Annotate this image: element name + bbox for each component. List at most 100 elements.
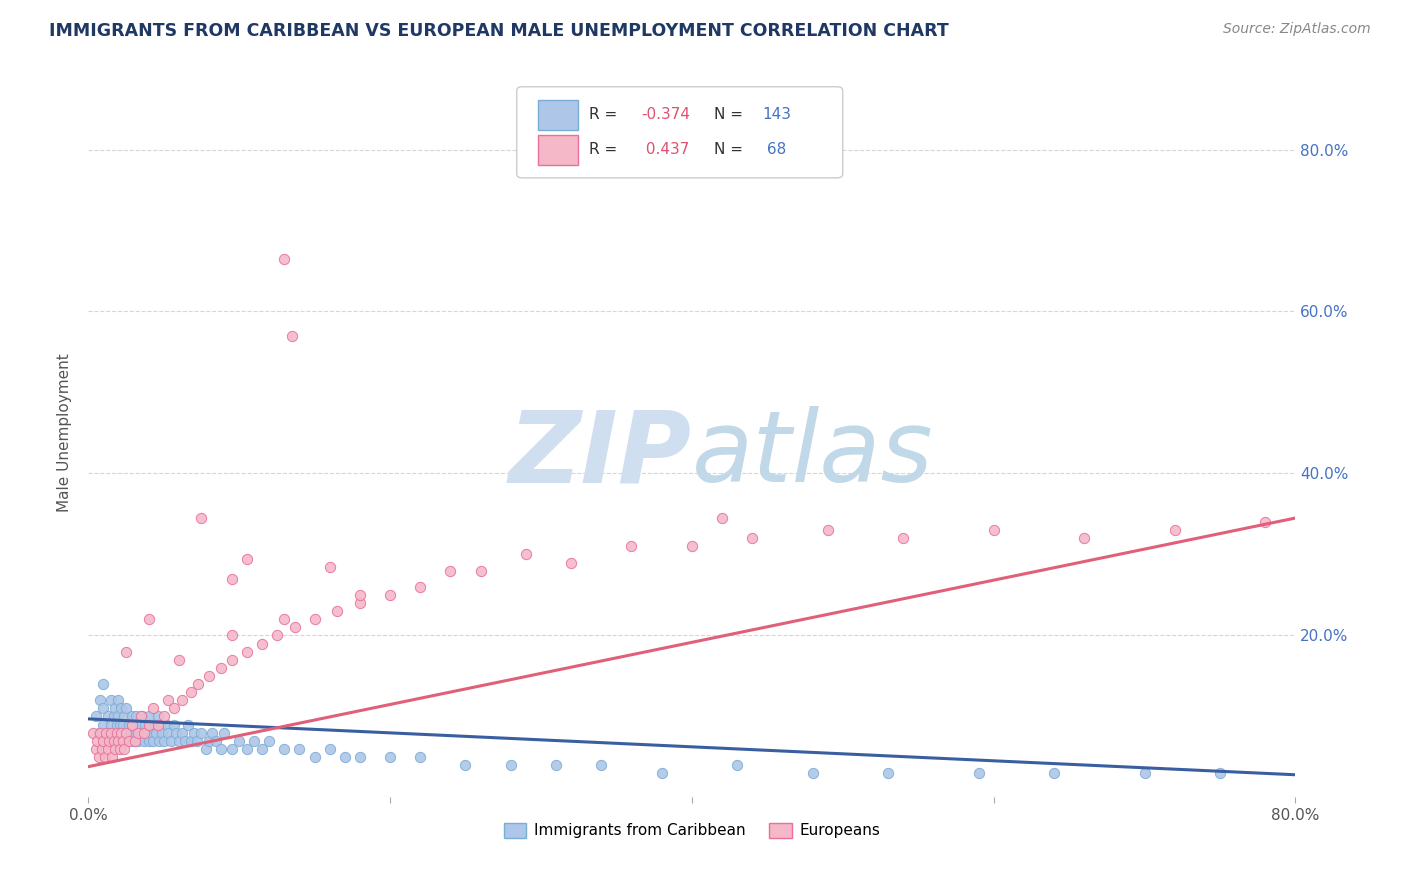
Point [273, 742, 295, 756]
Point [112, 709, 135, 723]
Point [101, 725, 124, 739]
Point [205, 733, 228, 747]
Point [439, 564, 461, 578]
Point [142, 733, 165, 747]
Text: N =: N = [713, 142, 742, 157]
Point [817, 523, 839, 537]
Point [304, 612, 326, 626]
Text: -0.374: -0.374 [641, 107, 690, 122]
Point [250, 742, 273, 756]
Point [84, 709, 107, 723]
FancyBboxPatch shape [538, 135, 578, 166]
Point [163, 701, 186, 715]
Point [235, 645, 257, 659]
Point [499, 758, 522, 772]
Point [515, 548, 537, 562]
Point [877, 766, 900, 780]
Point [1254, 515, 1277, 529]
Text: R =: R = [589, 107, 617, 122]
Point [190, 511, 212, 525]
FancyBboxPatch shape [538, 100, 578, 130]
Point [138, 733, 160, 747]
Point [91, 677, 114, 691]
Point [82, 725, 104, 739]
Point [96, 725, 118, 739]
Point [967, 766, 990, 780]
Point [110, 701, 132, 715]
Point [681, 540, 703, 554]
Point [152, 709, 174, 723]
Point [98, 733, 121, 747]
Point [100, 725, 122, 739]
Point [157, 725, 180, 739]
Point [281, 328, 304, 343]
Point [1043, 766, 1066, 780]
Point [591, 758, 613, 772]
Point [98, 733, 121, 747]
Point [91, 733, 114, 747]
Point [177, 717, 200, 731]
Point [132, 725, 155, 739]
Point [167, 653, 190, 667]
Point [160, 733, 183, 747]
Point [170, 693, 193, 707]
Point [194, 742, 217, 756]
Point [187, 677, 209, 691]
Point [94, 750, 117, 764]
Point [349, 596, 371, 610]
Point [409, 580, 432, 594]
Legend: Immigrants from Caribbean, Europeans: Immigrants from Caribbean, Europeans [498, 817, 886, 845]
Point [134, 717, 156, 731]
Point [152, 733, 174, 747]
Point [115, 725, 138, 739]
Point [108, 733, 131, 747]
Point [409, 750, 432, 764]
Text: 68: 68 [762, 142, 786, 157]
Point [228, 733, 250, 747]
Point [157, 693, 180, 707]
Point [143, 717, 166, 731]
Point [349, 588, 371, 602]
Point [326, 604, 349, 618]
Point [87, 725, 110, 739]
Point [163, 717, 186, 731]
Point [139, 717, 162, 731]
Point [221, 572, 243, 586]
Point [146, 717, 169, 731]
Point [1209, 766, 1232, 780]
Point [89, 725, 111, 739]
Point [304, 750, 326, 764]
Point [148, 733, 170, 747]
Point [105, 725, 128, 739]
Point [110, 725, 132, 739]
Text: R =: R = [589, 142, 617, 157]
Point [118, 717, 141, 731]
Point [273, 252, 295, 266]
Point [100, 717, 122, 731]
Point [1133, 766, 1156, 780]
Point [221, 653, 243, 667]
Point [318, 559, 340, 574]
Point [1164, 523, 1187, 537]
Point [111, 733, 134, 747]
Point [141, 725, 163, 739]
Point [209, 742, 232, 756]
Point [198, 733, 221, 747]
Point [112, 742, 135, 756]
Point [91, 701, 114, 715]
Point [142, 701, 165, 715]
Point [107, 693, 129, 707]
Point [180, 733, 202, 747]
Point [235, 742, 257, 756]
Point [108, 717, 131, 731]
Point [125, 709, 148, 723]
Point [129, 709, 152, 723]
Point [104, 733, 127, 747]
Point [454, 758, 477, 772]
Point [212, 725, 235, 739]
Point [544, 758, 567, 772]
Text: Source: ZipAtlas.com: Source: ZipAtlas.com [1223, 22, 1371, 37]
Point [250, 636, 273, 650]
Point [124, 725, 146, 739]
Point [167, 733, 190, 747]
